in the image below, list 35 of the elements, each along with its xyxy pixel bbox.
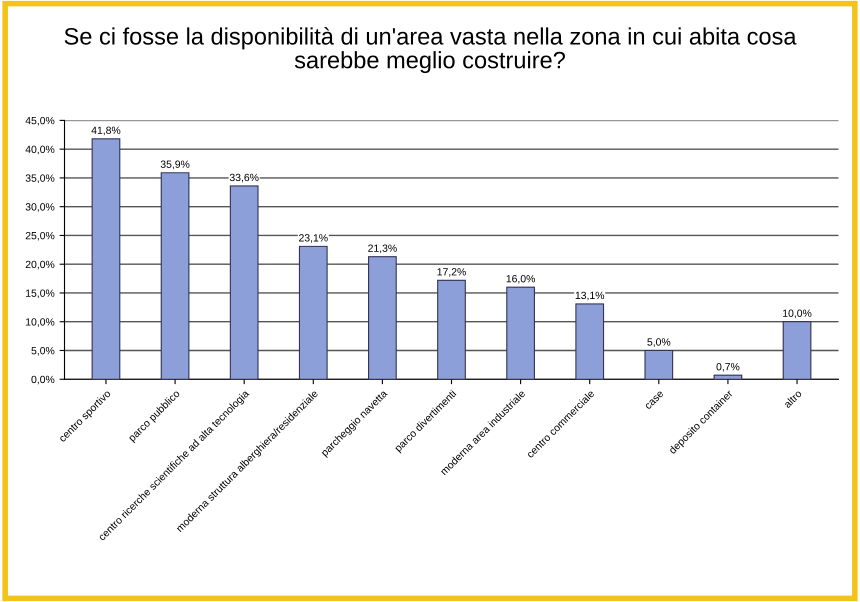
y-tick-label: 5,0%	[31, 347, 54, 356]
data-label: 0,7%	[716, 363, 740, 372]
data-label: 23,1%	[299, 234, 328, 243]
data-label: 10,0%	[783, 310, 812, 318]
bar	[230, 185, 259, 380]
y-tick-label: 35,0%	[26, 174, 54, 184]
y-tick-label: 20,0%	[26, 260, 54, 270]
y-tick-label: 15,0%	[26, 289, 54, 298]
data-label: 16,0%	[506, 275, 536, 284]
bar	[506, 286, 535, 380]
y-tick-label: 25,0%	[26, 232, 54, 241]
x-tick-label: altro	[783, 389, 802, 408]
bar	[160, 172, 190, 380]
y-tick-label: 40,0%	[25, 146, 54, 154]
bar	[782, 321, 812, 380]
data-label: 17,2%	[438, 268, 466, 277]
y-tick-label: 45,0%	[25, 116, 54, 126]
bar	[714, 374, 742, 380]
data-label: 33,6%	[230, 174, 259, 182]
data-label: 21,3%	[368, 244, 397, 254]
y-tick-label: 30,0%	[26, 203, 54, 212]
bar	[92, 138, 120, 380]
data-label: 35,9%	[160, 160, 190, 170]
bar	[644, 350, 674, 380]
y-tick-label: 0,0%	[31, 376, 54, 384]
data-label: 13,1%	[576, 292, 604, 300]
bar	[368, 256, 397, 380]
bar	[437, 280, 466, 380]
y-tick-label: 10,0%	[26, 318, 54, 327]
bar	[575, 303, 604, 380]
data-label: 5,0%	[647, 338, 670, 347]
x-tick-label: case	[644, 390, 664, 410]
chart-title: Se ci fosse la disponibilità di un'area vasta nella zona in cui abita cosa sarebbe meglio costruire?	[64, 27, 796, 74]
bar	[298, 246, 328, 380]
data-label: 41,8%	[91, 126, 120, 136]
